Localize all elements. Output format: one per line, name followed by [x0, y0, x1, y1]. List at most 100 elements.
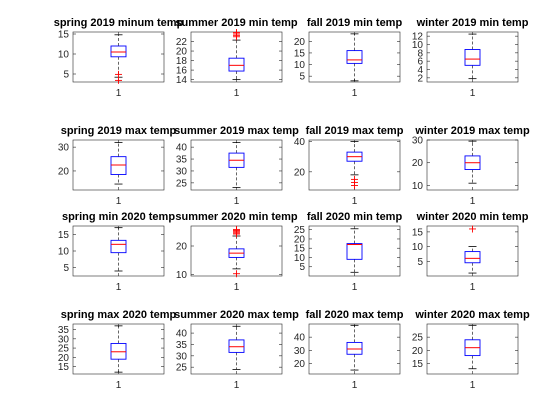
subplot-title: spring max 2020 temp: [61, 309, 177, 321]
x-tick-label: 1: [116, 282, 122, 293]
subplot-title: spring 2019 minum temp: [54, 17, 184, 29]
outlier-marker: [233, 270, 240, 278]
y-tick-label: 25: [176, 178, 188, 189]
x-tick-label: 1: [470, 282, 476, 293]
y-tick-label: 15: [58, 30, 70, 41]
y-tick-label: 5: [299, 72, 305, 83]
y-tick-label: 10: [412, 40, 424, 51]
subplot-8: 10 20 30 1 winter 2019 max temp: [412, 125, 530, 207]
iqr-box: [346, 243, 363, 260]
outlier-marker: [233, 225, 240, 233]
y-tick-label: 16: [176, 66, 188, 77]
subplot-15: 20 30 40 1 fall 2020 max temp: [294, 309, 404, 391]
y-tick-label: 15: [58, 362, 70, 373]
y-tick-label: 15: [294, 244, 306, 255]
x-tick-label: 1: [234, 282, 240, 293]
x-tick-label: 1: [470, 196, 476, 207]
y-tick-label: 10: [412, 181, 424, 192]
y-tick-label: 20: [294, 167, 306, 178]
y-tick-label: 35: [176, 155, 188, 166]
x-tick-label: 1: [116, 88, 122, 99]
y-tick-label: 8: [417, 48, 423, 59]
outlier-marker: [351, 175, 358, 183]
iqr-box: [228, 57, 245, 72]
y-tick-label: 10: [294, 253, 306, 264]
y-tick-label: 20: [412, 158, 424, 169]
y-tick-label: 20: [176, 47, 188, 58]
iqr-box: [110, 156, 127, 175]
y-tick-label: 40: [294, 137, 306, 148]
y-tick-label: 40: [176, 329, 188, 340]
iqr-box: [228, 339, 245, 353]
y-tick-label: 40: [294, 333, 306, 344]
subplot-title: winter 2020 max temp: [414, 309, 530, 321]
subplot-10: 10 20 1 summer 2020 min temp: [175, 211, 298, 293]
x-tick-label: 1: [470, 380, 476, 391]
iqr-box: [346, 341, 363, 355]
y-tick-label: 18: [176, 56, 188, 67]
outlier-marker: [115, 70, 122, 78]
outlier-marker: [115, 76, 122, 84]
y-tick-label: 22: [176, 37, 188, 48]
y-tick-label: 20: [294, 37, 306, 48]
y-tick-label: 6: [417, 57, 423, 68]
y-tick-label: 25: [176, 363, 188, 374]
x-tick-label: 1: [352, 282, 358, 293]
subplot-title: winter 2019 min temp: [416, 17, 529, 29]
y-tick-label: 20: [294, 234, 306, 245]
y-tick-label: 15: [58, 230, 70, 241]
iqr-box: [110, 239, 127, 254]
subplot-title: fall 2020 max temp: [306, 309, 404, 321]
outlier-marker: [233, 28, 240, 36]
x-tick-label: 1: [234, 88, 240, 99]
y-tick-label: 10: [176, 270, 188, 281]
iqr-box: [346, 50, 363, 64]
subplot-12: 5 10 15 1 winter 2020 min temp: [412, 211, 529, 293]
iqr-box: [110, 45, 127, 58]
y-tick-label: 20: [176, 242, 188, 253]
y-tick-label: 5: [299, 262, 305, 273]
y-tick-label: 5: [63, 263, 69, 274]
y-tick-label: 2: [417, 73, 423, 84]
x-tick-label: 1: [352, 196, 358, 207]
y-tick-label: 10: [58, 247, 70, 258]
iqr-box: [464, 251, 481, 264]
y-tick-label: 5: [417, 257, 423, 268]
y-tick-label: 30: [176, 166, 188, 177]
subplot-5: 20 30 1 spring 2019 max temp: [58, 125, 177, 207]
y-tick-label: 12: [412, 32, 424, 43]
y-tick-label: 30: [176, 351, 188, 362]
subplot-9: 5 10 15 1 spring min 2020 temp: [58, 211, 175, 293]
subplot-16: 15 20 25 1 winter 2020 max temp: [412, 309, 530, 391]
y-tick-label: 15: [412, 227, 424, 238]
y-tick-label: 15: [294, 48, 306, 59]
y-tick-label: 15: [412, 359, 424, 370]
y-tick-label: 10: [58, 50, 70, 61]
subplot-1: 5 10 15 1 spring 2019 minum temp: [54, 17, 184, 99]
y-tick-label: 30: [412, 136, 424, 147]
x-tick-label: 1: [234, 196, 240, 207]
subplot-title: spring 2019 max temp: [61, 125, 177, 137]
y-tick-label: 40: [176, 143, 188, 154]
subplot-title: summer 2019 max temp: [174, 125, 299, 137]
axes-frame: [426, 31, 519, 83]
y-tick-label: 14: [176, 75, 188, 86]
subplot-title: winter 2019 max temp: [414, 125, 530, 137]
x-tick-label: 1: [352, 380, 358, 391]
axes-frame: [308, 225, 401, 277]
subplot-title: summer 2020 min temp: [175, 211, 298, 223]
subplot-title: summer 2019 min temp: [175, 17, 298, 29]
subplot-title: fall 2019 min temp: [307, 17, 403, 29]
subplot-title: summer 2020 max temp: [174, 309, 299, 321]
x-tick-label: 1: [116, 380, 122, 391]
subplot-title: fall 2019 max temp: [306, 125, 404, 137]
y-tick-label: 30: [294, 346, 306, 357]
x-tick-label: 1: [116, 196, 122, 207]
y-tick-label: 25: [294, 225, 306, 236]
iqr-box: [464, 49, 481, 66]
subplot-title: fall 2020 min temp: [307, 211, 403, 223]
